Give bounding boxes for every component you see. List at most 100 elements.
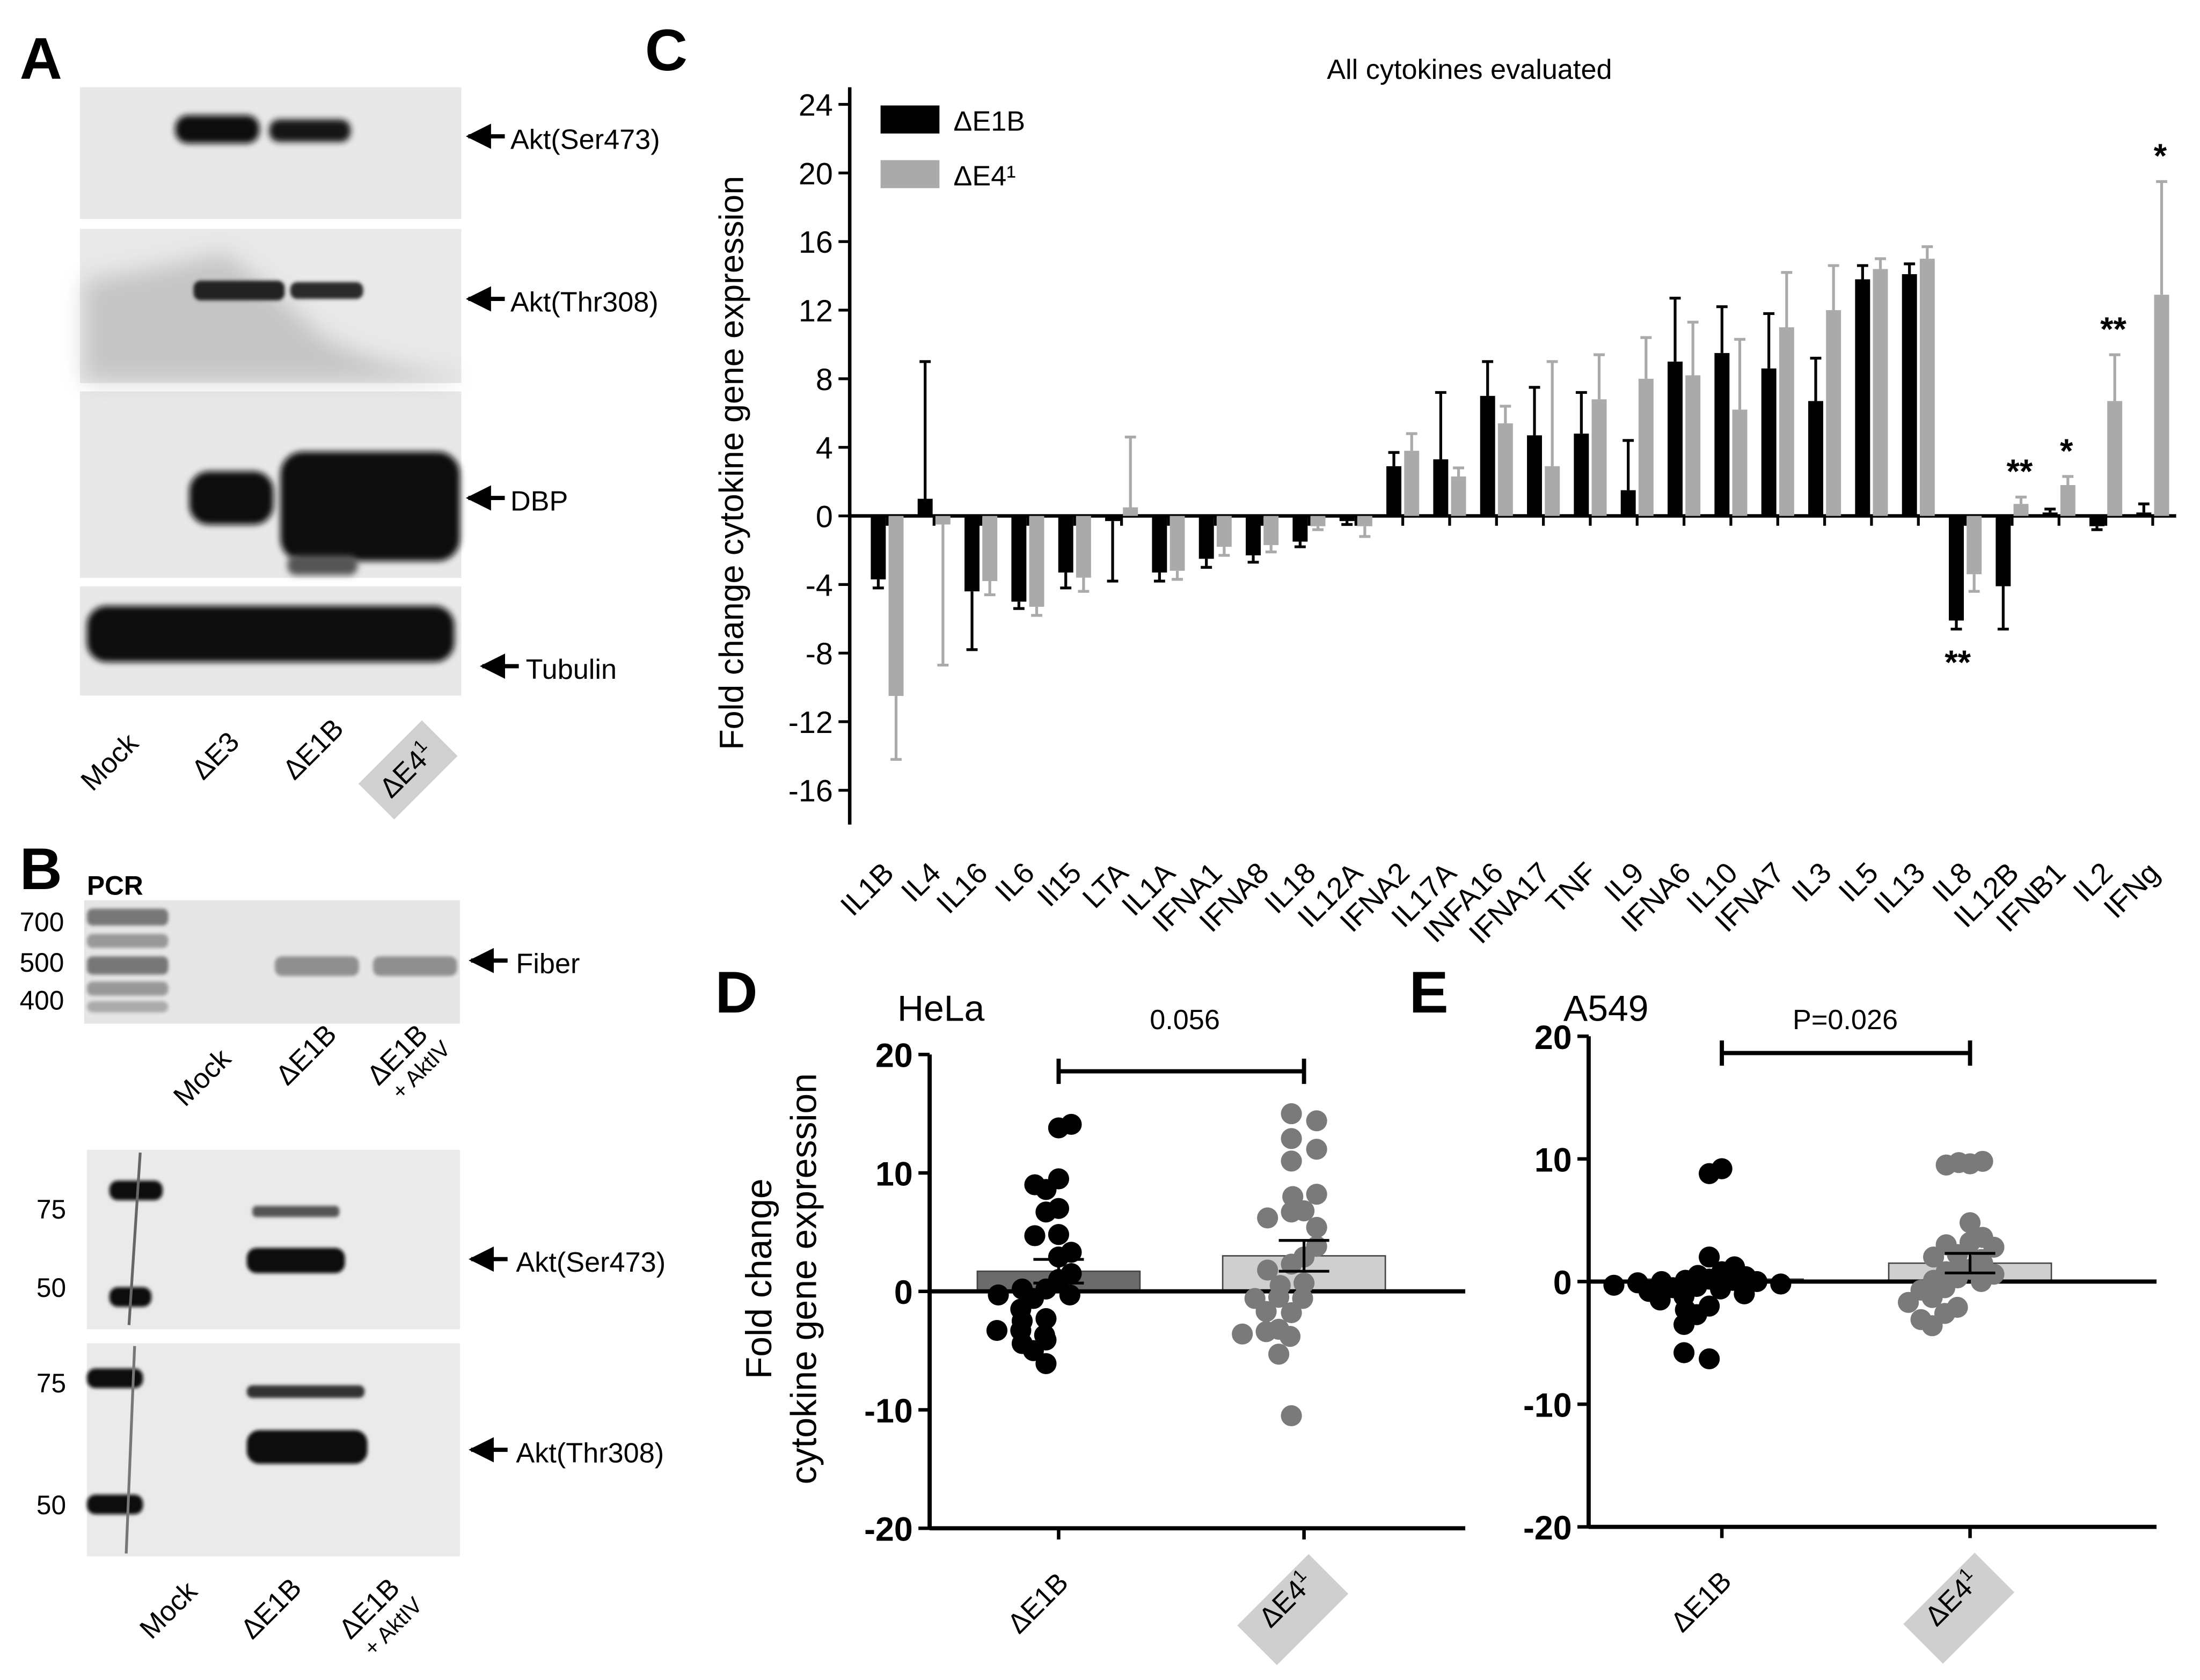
bar: [2089, 516, 2104, 526]
hela-y-label-line1: Fold change: [739, 1178, 779, 1379]
panel-b: PCR 700 500 400 Fiber Mock ΔE1B ΔE1B + A…: [20, 870, 666, 1661]
bar: [2154, 295, 2169, 516]
band-label-thr308: Akt(Thr308): [510, 287, 659, 318]
bar: [1779, 327, 1794, 516]
pcr-label: PCR: [87, 870, 143, 900]
category-highlight: [1237, 1554, 1349, 1666]
y-tick-label: 8: [816, 363, 833, 397]
bar: [871, 516, 886, 579]
bar: [982, 516, 998, 581]
data-point: [1673, 1314, 1695, 1336]
data-point: [1257, 1207, 1278, 1229]
panel-label-d: D: [715, 960, 757, 1025]
band-label-dbp: DBP: [510, 486, 568, 517]
data-point: [1268, 1287, 1290, 1308]
data-point: [1959, 1153, 1981, 1175]
bar: [1246, 516, 1261, 556]
y-tick-label: 20: [799, 157, 833, 191]
band-dbp-de1b-de4: [280, 451, 460, 561]
data-point: [988, 1284, 1009, 1305]
data-point: [1923, 1246, 1945, 1268]
y-tick-label: -10: [1523, 1387, 1572, 1425]
cytokine-bar-chart: All cytokines evaluated Fold change cyto…: [713, 54, 2176, 950]
lane-label-mock: Mock: [75, 727, 145, 797]
x-tick-label: Il15: [1030, 856, 1087, 913]
data-point: [1306, 1139, 1327, 1160]
significance-marker: *: [2154, 137, 2167, 175]
data-point: [1281, 1405, 1302, 1427]
data-point: [1649, 1289, 1671, 1311]
data-point: [1770, 1273, 1792, 1295]
data-point: [1699, 1348, 1720, 1370]
bar: [1292, 516, 1308, 542]
y-tick-label: 4: [816, 431, 833, 466]
hela-scatter-plot: HeLa Fold change cytokine gene expressio…: [739, 989, 1466, 1666]
bar: [1480, 395, 1495, 516]
band-label-tubulin: Tubulin: [526, 654, 617, 685]
band-thr308-de3: [193, 281, 285, 300]
bar: [1996, 516, 2011, 586]
bar: [1761, 368, 1777, 516]
panel-label-c: C: [645, 18, 688, 83]
data-point: [1048, 1117, 1070, 1139]
ladder-500: 500: [20, 948, 64, 978]
bar: [1808, 401, 1823, 516]
pcr-band-aktiv: [372, 956, 457, 976]
band-tubulin: [86, 606, 455, 662]
data-point: [1048, 1224, 1070, 1245]
x-tick-label: IL16: [930, 856, 993, 920]
hela-p-value: 0.056: [1150, 1004, 1220, 1036]
data-point: [1268, 1344, 1290, 1365]
data-point: [1673, 1342, 1695, 1363]
y-tick-label: 16: [799, 225, 833, 260]
wb-band-label-ser473: Akt(Ser473): [516, 1247, 666, 1278]
bar: [2107, 401, 2123, 516]
data-point: [1035, 1308, 1057, 1330]
category-label: ΔE1B: [1665, 1566, 1737, 1638]
bar: [2013, 504, 2029, 516]
bar: [1873, 269, 1888, 516]
bar: [1574, 434, 1589, 516]
data-point: [1035, 1353, 1057, 1374]
data-point: [1255, 1301, 1277, 1322]
data-point: [1293, 1272, 1315, 1294]
band-dbp-lower: [287, 555, 358, 575]
x-tick-label: TNF: [1539, 856, 1603, 920]
wb-marker-50-top: 50: [36, 1273, 66, 1303]
y-axis-label: Fold change cytokine gene expression: [713, 176, 751, 750]
data-point: [1709, 1278, 1731, 1300]
band-dbp-de3: [189, 471, 274, 525]
x-tick-label: IL1B: [834, 856, 900, 922]
data-point: [1281, 1253, 1302, 1275]
pcr-lane-mock: Mock: [167, 1043, 237, 1112]
bar: [1105, 516, 1121, 522]
panel-label-a: A: [20, 26, 62, 92]
wb-marker-75-top: 75: [36, 1194, 66, 1224]
data-point: [1232, 1323, 1253, 1345]
bar: [1058, 516, 1073, 573]
data-point: [1024, 1225, 1046, 1246]
blot-smear: [84, 252, 456, 382]
bar: [1855, 279, 1870, 516]
hela-y-label-line2: cytokine gene expression: [784, 1073, 824, 1484]
legend-swatch-de1b: [880, 105, 940, 134]
bar: [1433, 459, 1449, 516]
ladder-400: 400: [20, 986, 64, 1016]
bar: [1076, 516, 1091, 578]
y-tick-label: 20: [875, 1037, 913, 1075]
y-tick-label: -20: [1523, 1509, 1572, 1547]
legend-swatch-de4: [880, 160, 940, 188]
y-tick-label: -8: [806, 637, 833, 671]
data-point: [1921, 1287, 1943, 1308]
bar: [964, 516, 980, 592]
band-ser473-de1b: [269, 119, 351, 142]
bar: [1497, 423, 1513, 516]
data-point: [1734, 1283, 1755, 1304]
hela-title: HeLa: [897, 989, 985, 1029]
y-tick-label: 20: [1534, 1019, 1572, 1057]
x-tick-label: IL3: [1785, 856, 1838, 908]
bar: [1339, 516, 1355, 522]
wb-marker-50-bottom: 50: [36, 1490, 66, 1520]
significance-marker: **: [2100, 311, 2126, 348]
